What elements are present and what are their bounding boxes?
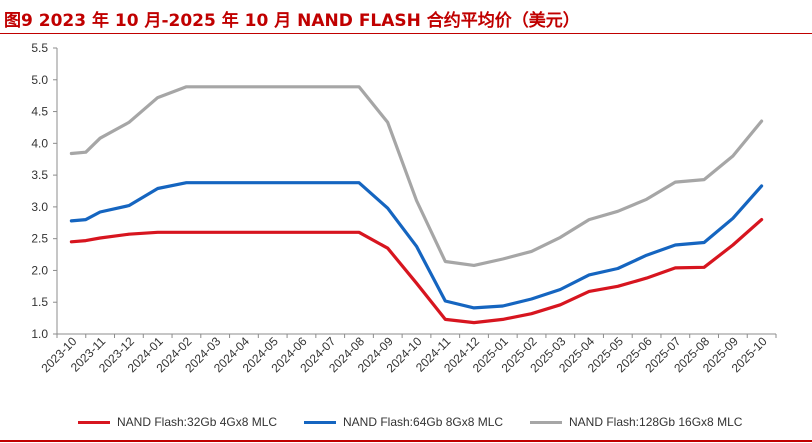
y-tick-label: 5.5 — [31, 41, 48, 55]
legend-swatch-64gb — [304, 421, 336, 424]
y-tick-label: 3.0 — [31, 200, 48, 214]
x-axis-ticks: 2023-102023-112023-122024-012024-022024-… — [38, 334, 777, 375]
legend-label-128gb: NAND Flash:128Gb 16Gx8 MLC — [569, 415, 743, 429]
chart-axes — [56, 48, 776, 335]
legend-swatch-128gb — [530, 421, 562, 424]
line-chart: 1.0 1.5 2.0 2.5 3.0 3.5 4.0 4.5 5.0 5.5 2023-1020… — [31, 41, 777, 375]
y-tick-label: 5.0 — [31, 73, 48, 87]
title-divider — [0, 33, 812, 34]
y-tick-label: 4.0 — [31, 136, 48, 150]
series-line-32gb — [69, 218, 764, 325]
legend-label-64gb: NAND Flash:64Gb 8Gx8 MLC — [343, 415, 504, 429]
figure-title: 图9 2023 年 10 月-2025 年 10 月 NAND FLASH 合约… — [4, 11, 580, 31]
series-lines — [69, 85, 764, 325]
y-axis-ticks: 1.0 1.5 2.0 2.5 3.0 3.5 4.0 4.5 5.0 5.5 — [31, 41, 57, 341]
y-tick-label: 3.5 — [31, 168, 48, 182]
y-tick-label: 4.5 — [31, 105, 48, 119]
y-tick-label: 1.0 — [31, 327, 48, 341]
bottom-divider — [0, 440, 812, 442]
series-line-128gb — [69, 85, 764, 267]
y-tick-label: 1.5 — [31, 295, 48, 309]
y-tick-label: 2.0 — [31, 263, 48, 277]
chart-legend: NAND Flash:32Gb 4Gx8 MLC NAND Flash:64Gb… — [0, 414, 812, 430]
y-tick-label: 2.5 — [31, 232, 48, 246]
legend-label-32gb: NAND Flash:32Gb 4Gx8 MLC — [117, 415, 278, 429]
legend-swatch-32gb — [78, 421, 110, 424]
series-line-64gb — [69, 181, 764, 310]
